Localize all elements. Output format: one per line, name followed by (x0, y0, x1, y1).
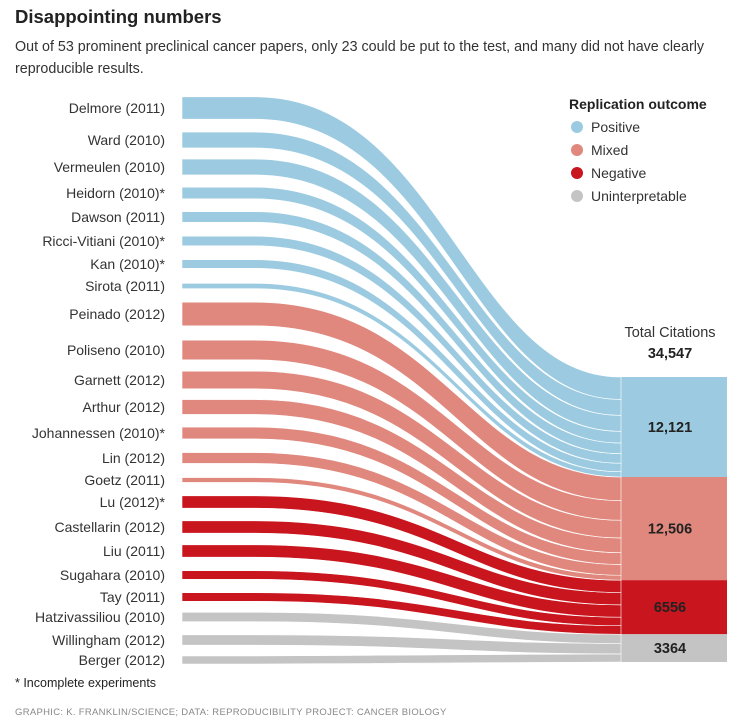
paper-label: Peinado (2012) (69, 306, 165, 322)
paper-label: Sugahara (2010) (60, 567, 165, 583)
outcome-block-mixed (620, 476, 727, 581)
footnote: * Incomplete experiments (15, 676, 157, 690)
outcome-total-label: 6556 (654, 600, 686, 616)
paper-label: Delmore (2011) (69, 100, 165, 116)
legend-label-uninterpretable: Uninterpretable (591, 188, 687, 204)
flow-band (181, 452, 622, 576)
paper-label: Lu (2012)* (100, 494, 166, 510)
flow-band (181, 570, 622, 627)
paper-label: Liu (2011) (103, 543, 165, 559)
flow-band (181, 544, 622, 618)
paper-label: Goetz (2011) (84, 472, 165, 488)
flow-band (181, 399, 622, 553)
outcome-block-negative (620, 580, 727, 635)
legend-swatch-negative (571, 167, 583, 179)
flow-band (181, 653, 622, 665)
outcome-total-label: 12,121 (648, 420, 692, 436)
paper-label: Johannessen (2010)* (32, 425, 166, 441)
flow-band (181, 259, 622, 472)
credit-line: GRAPHIC: K. FRANKLIN/SCIENCE; DATA: REPR… (15, 707, 447, 718)
chart-subtitle: Out of 53 prominent preclinical cancer p… (15, 39, 705, 77)
legend-swatch-uninterpretable (571, 190, 583, 202)
outcome-block-uninterpretable (620, 634, 727, 662)
paper-label: Ward (2010) (88, 132, 165, 148)
flow-band (181, 370, 622, 539)
outcome-total-label: 3364 (654, 641, 686, 657)
paper-label: Garnett (2012) (74, 372, 165, 388)
paper-label: Castellarin (2012) (55, 519, 166, 535)
flow-band (181, 301, 622, 501)
paper-label: Heidorn (2010)* (66, 185, 165, 201)
flow-band (181, 592, 622, 635)
total-citations-value: 34,547 (648, 346, 692, 362)
paper-label: Kan (2010)* (90, 256, 165, 272)
outcome-block-positive (620, 377, 727, 477)
total-citations-label: Total Citations (624, 325, 715, 341)
flow-band (181, 612, 622, 644)
flow-band (181, 235, 622, 464)
paper-label: Vermeulen (2010) (54, 159, 165, 175)
flow-band (181, 477, 622, 581)
legend-swatch-mixed (571, 144, 583, 156)
legend-title: Replication outcome (569, 96, 707, 112)
flow-band (181, 283, 622, 478)
paper-label: Willingham (2012) (52, 632, 165, 648)
flow-band (181, 339, 622, 521)
legend-label-positive: Positive (591, 119, 640, 135)
flow-band (181, 211, 622, 454)
flow-band (181, 96, 622, 400)
paper-label: Poliseno (2010) (67, 342, 165, 358)
legend-swatch-positive (571, 121, 583, 133)
paper-label: Dawson (2011) (71, 209, 165, 225)
paper-label: Sirota (2011) (85, 278, 165, 294)
flow-band (181, 634, 622, 655)
paper-label: Arthur (2012) (83, 399, 165, 415)
paper-label: Tay (2011) (100, 589, 165, 605)
flow-band (181, 520, 622, 606)
chart-title: Disappointing numbers (15, 6, 222, 27)
flow-band (181, 186, 622, 444)
flow-band (181, 131, 622, 416)
paper-label: Ricci-Vitiani (2010)* (42, 233, 165, 249)
flow-band (181, 426, 622, 565)
legend-label-mixed: Mixed (591, 142, 628, 158)
paper-label: Hatzivassiliou (2010) (35, 609, 165, 625)
paper-label: Berger (2012) (79, 652, 165, 668)
legend-label-negative: Negative (591, 165, 646, 181)
flow-band (181, 158, 622, 432)
paper-label: Lin (2012) (102, 450, 165, 466)
outcome-total-label: 12,506 (648, 522, 692, 538)
flow-band (181, 495, 622, 593)
